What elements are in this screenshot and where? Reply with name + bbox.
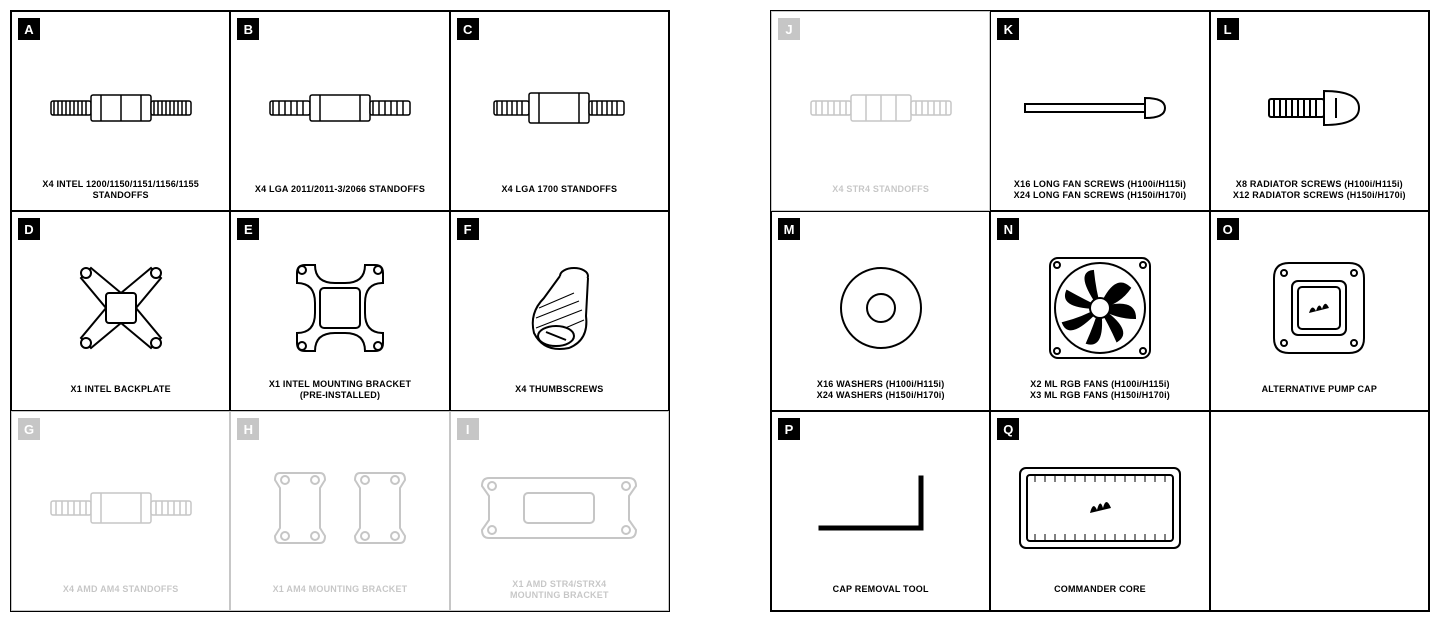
badge-q: Q bbox=[997, 418, 1019, 440]
badge-n: N bbox=[997, 218, 1019, 240]
label-p: CAP REMOVAL TOOL bbox=[833, 578, 929, 602]
am4-bracket-icon bbox=[237, 420, 442, 578]
cell-o: O ALTERNATIVE PUMP CAP bbox=[1210, 211, 1429, 411]
cell-l: L X8 RADIATOR SCREWS (H100i/H115i)X12 RA… bbox=[1210, 11, 1429, 211]
badge-l: L bbox=[1217, 18, 1239, 40]
cell-d: D X1 INTEL BACKPLATE bbox=[11, 211, 230, 411]
cell-e: E X1 INTEL MOUNTING BRACKET(PRE-INSTALLE… bbox=[230, 211, 449, 411]
label-d: X1 INTEL BACKPLATE bbox=[71, 378, 171, 402]
cell-j: J X4 STR4 STANDOFFS bbox=[771, 11, 990, 211]
hex-key-icon bbox=[778, 420, 983, 578]
cell-k: K X16 LONG FAN SCREWS (H100i/H115i)X24 L… bbox=[990, 11, 1209, 211]
standoff-icon bbox=[18, 20, 223, 178]
right-parts-grid: J X4 STR4 STANDOFFS K bbox=[770, 10, 1430, 612]
label-j: X4 STR4 STANDOFFS bbox=[832, 178, 929, 202]
standoff-icon bbox=[18, 420, 223, 578]
badge-c: C bbox=[457, 18, 479, 40]
badge-b: B bbox=[237, 18, 259, 40]
standoff-icon bbox=[237, 20, 442, 178]
label-h: X1 AM4 MOUNTING BRACKET bbox=[273, 578, 408, 602]
badge-o: O bbox=[1217, 218, 1239, 240]
cell-b: B X4 LGA 2011/2011-3/2066 STANDOFFS bbox=[230, 11, 449, 211]
label-n: X2 ML RGB FANS (H100i/H115i)X3 ML RGB FA… bbox=[1030, 378, 1170, 402]
backplate-icon bbox=[18, 220, 223, 378]
badge-m: M bbox=[778, 218, 800, 240]
standoff-icon bbox=[457, 20, 662, 178]
cell-a: A X4 INTEL 1200/1150/1151/1156/1155STAND… bbox=[11, 11, 230, 211]
badge-j: J bbox=[778, 18, 800, 40]
cell-f: F X4 THUMBSCREWS bbox=[450, 211, 669, 411]
mount-bracket-icon bbox=[237, 220, 442, 378]
long-screw-icon bbox=[997, 20, 1202, 178]
label-i: X1 AMD STR4/STRX4MOUNTING BRACKET bbox=[510, 578, 609, 602]
badge-a: A bbox=[18, 18, 40, 40]
badge-d: D bbox=[18, 218, 40, 240]
cell-m: M X16 WASHERS (H100i/H115i)X24 WASHERS (… bbox=[771, 211, 990, 411]
badge-h: H bbox=[237, 418, 259, 440]
cell-c: C X4 LGA 1700 STANDOFFS bbox=[450, 11, 669, 211]
commander-icon bbox=[997, 420, 1202, 578]
cell-n: N bbox=[990, 211, 1209, 411]
label-l: X8 RADIATOR SCREWS (H100i/H115i)X12 RADI… bbox=[1233, 178, 1406, 202]
cell-empty bbox=[1210, 411, 1429, 611]
badge-k: K bbox=[997, 18, 1019, 40]
fan-icon bbox=[997, 220, 1202, 378]
label-q: COMMANDER CORE bbox=[1054, 578, 1146, 602]
label-a: X4 INTEL 1200/1150/1151/1156/1155STANDOF… bbox=[42, 178, 199, 202]
badge-e: E bbox=[237, 218, 259, 240]
cell-i: I X1 AMD STR4/STRX4MOUNTING BRACKET bbox=[450, 411, 669, 611]
label-e: X1 INTEL MOUNTING BRACKET(PRE-INSTALLED) bbox=[269, 378, 411, 402]
cell-g: G X4 AMD AM4 STANDOFFS bbox=[11, 411, 230, 611]
str4-bracket-icon bbox=[457, 420, 662, 578]
standoff-icon bbox=[778, 20, 983, 178]
label-o: ALTERNATIVE PUMP CAP bbox=[1262, 378, 1378, 402]
badge-f: F bbox=[457, 218, 479, 240]
label-m: X16 WASHERS (H100i/H115i)X24 WASHERS (H1… bbox=[817, 378, 945, 402]
label-g: X4 AMD AM4 STANDOFFS bbox=[63, 578, 179, 602]
washer-icon bbox=[778, 220, 983, 378]
cell-p: P CAP REMOVAL TOOL bbox=[771, 411, 990, 611]
pump-cap-icon bbox=[1217, 220, 1422, 378]
cell-q: Q COMMANDER CORE bbox=[990, 411, 1209, 611]
label-k: X16 LONG FAN SCREWS (H100i/H115i)X24 LON… bbox=[1014, 178, 1187, 202]
left-parts-grid: A X4 INTEL 1200/1150/1151/1156/1155STAND… bbox=[10, 10, 670, 612]
badge-p: P bbox=[778, 418, 800, 440]
badge-g: G bbox=[18, 418, 40, 440]
label-c: X4 LGA 1700 STANDOFFS bbox=[501, 178, 617, 202]
badge-i: I bbox=[457, 418, 479, 440]
short-screw-icon bbox=[1217, 20, 1422, 178]
label-f: X4 THUMBSCREWS bbox=[515, 378, 603, 402]
thumbscrew-icon bbox=[457, 220, 662, 378]
label-b: X4 LGA 2011/2011-3/2066 STANDOFFS bbox=[255, 178, 425, 202]
cell-h: H X1 AM4 MOUNTING BRACKET bbox=[230, 411, 449, 611]
